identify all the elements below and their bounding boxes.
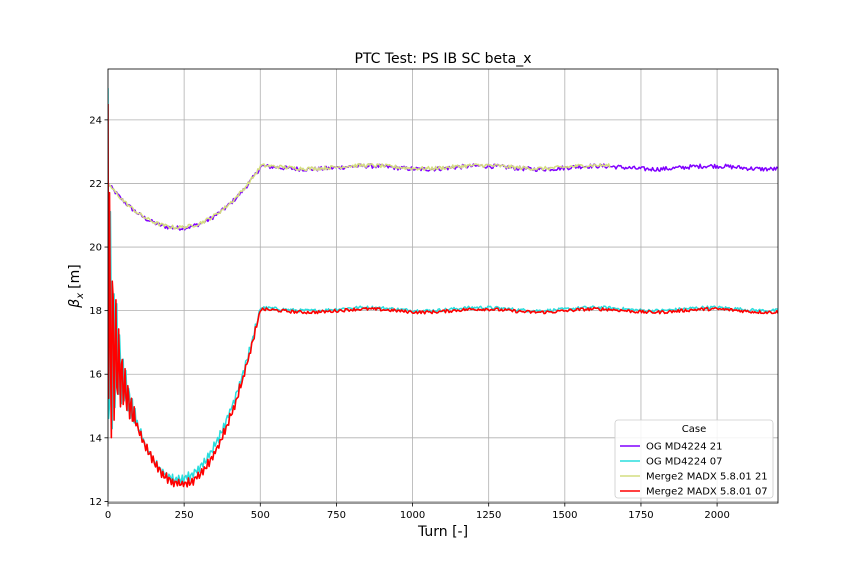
series-line: [108, 162, 611, 230]
y-axis: 12 14 16 18 20 22 24: [89, 115, 108, 508]
x-axis: 0 250 500 750 1000 1250 1500 1750 2000: [105, 503, 730, 521]
y-tick-label: 12: [89, 497, 102, 508]
x-axis-label: Turn [-]: [417, 524, 468, 540]
plot-frame: [107, 68, 779, 504]
series-line: [108, 88, 778, 485]
y-axis-label-symbol: β: [67, 299, 83, 309]
y-tick-label: 14: [89, 433, 102, 444]
series-layer: [108, 88, 778, 488]
x-tick-label: 250: [175, 510, 194, 521]
y-axis-label-subscript: x: [75, 293, 86, 300]
legend-title: Case: [682, 424, 706, 435]
y-tick-label: 24: [89, 115, 102, 126]
y-tick-label: 18: [89, 306, 102, 317]
series-line: [108, 103, 778, 488]
x-tick-label: 1500: [552, 510, 577, 521]
chart-title: PTC Test: PS IB SC beta_x: [354, 51, 531, 67]
x-tick-label: 0: [105, 510, 111, 521]
x-tick-label: 750: [327, 510, 346, 521]
legend-box: [614, 419, 774, 499]
y-tick-label: 22: [89, 179, 102, 190]
legend-entry: OG MD4224 07: [646, 457, 722, 468]
x-tick-label: 1000: [400, 510, 425, 521]
y-tick-label: 20: [89, 243, 102, 254]
legend: Case OG MD4224 21 OG MD4224 07 Merge2 MADX …: [614, 419, 774, 499]
x-tick-label: 2000: [704, 510, 729, 521]
x-tick-label: 1750: [628, 510, 653, 521]
x-tick-label: 1250: [476, 510, 501, 521]
legend-entry: Merge2 MADX 5.8.01 07: [646, 487, 768, 498]
y-axis-label-unit: [m]: [67, 264, 83, 289]
y-tick-label: 16: [89, 370, 102, 381]
legend-entry: OG MD4224 21: [646, 442, 722, 453]
x-tick-label: 500: [251, 510, 270, 521]
y-axis-label: βx [m]: [67, 264, 86, 308]
legend-entry: Merge2 MADX 5.8.01 21: [646, 472, 768, 483]
